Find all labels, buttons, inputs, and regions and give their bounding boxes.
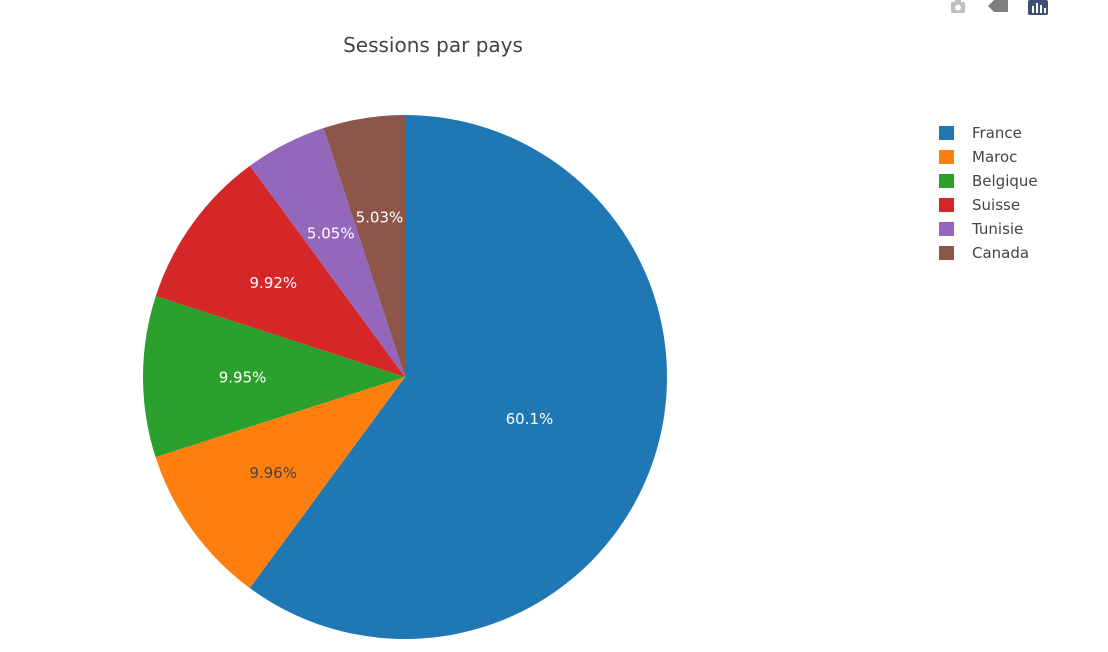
legend-item-tunisie[interactable]: Tunisie [939,220,1023,238]
legend-label-france: France [972,124,1022,142]
legend-item-canada[interactable]: Canada [939,244,1029,262]
pie-slice-suisse[interactable] [155,165,405,377]
legend-label-maroc: Maroc [972,148,1017,166]
legend-swatch-tunisie [939,222,954,236]
legend-swatch-canada [939,246,954,260]
pie-slice-maroc[interactable] [155,377,405,589]
pie-slice-label-belgique: 9.95% [219,369,267,387]
legend: France Maroc Belgique Suisse Tunisie Canada [939,124,1038,262]
pie-slice-label-maroc: 9.96% [249,464,297,482]
legend-label-suisse: Suisse [972,196,1020,214]
legend-swatch-suisse [939,198,954,212]
chart-title: Sessions par pays [343,33,523,57]
legend-item-france[interactable]: France [939,124,1022,142]
legend-swatch-maroc [939,150,954,164]
legend-label-canada: Canada [972,244,1029,262]
modebar [946,0,1066,16]
pie-slice-tunisie[interactable] [249,127,405,378]
legend-swatch-france [939,126,954,140]
pie-slice-belgique[interactable] [142,296,405,458]
pie-slice-label-tunisie: 5.05% [307,225,355,243]
pie-slices [142,115,667,640]
pie-slice-label-suisse: 9.92% [250,274,298,292]
camera-icon-graphic [951,0,965,13]
plotly-logo-graphic [1028,0,1048,15]
pie-slice-label-canada: 5.03% [356,209,404,227]
pie-slice-canada[interactable] [323,115,405,377]
legend-item-belgique[interactable]: Belgique [939,172,1038,190]
legend-label-belgique: Belgique [972,172,1038,190]
pie-slice-label-france: 60.1% [506,410,554,428]
legend-item-maroc[interactable]: Maroc [939,148,1017,166]
legend-swatch-belgique [939,174,954,188]
plotly-logo-icon[interactable] [1026,0,1050,16]
pie-slice-labels: 60.1% 9.96% 9.95% 9.92% 5.05%5.03% [219,209,554,482]
legend-item-suisse[interactable]: Suisse [939,196,1020,214]
tag-icon[interactable] [986,0,1010,16]
camera-icon[interactable] [946,0,970,16]
legend-label-tunisie: Tunisie [971,220,1023,238]
tag-icon-graphic [988,0,1008,12]
pie-slice-france[interactable] [249,115,667,640]
